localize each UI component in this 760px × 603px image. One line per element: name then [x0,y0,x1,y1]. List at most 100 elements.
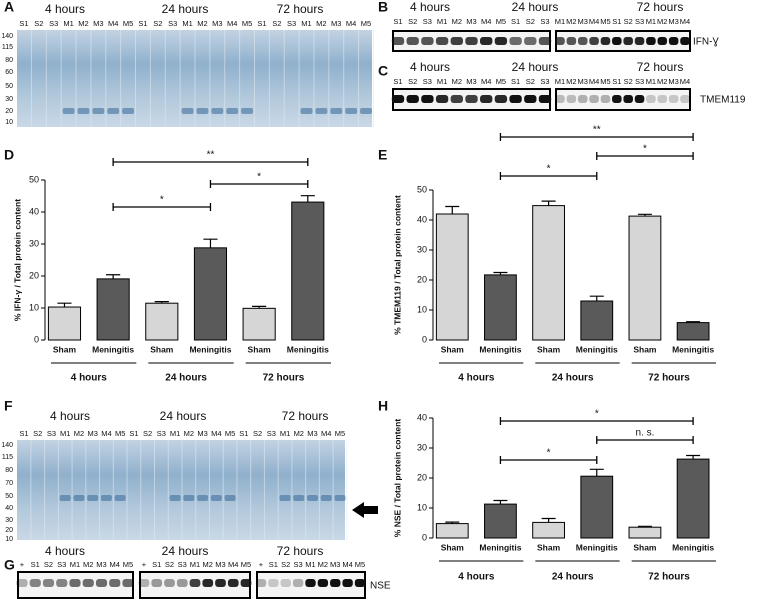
lane-label: M1 [301,19,311,28]
lane-label: M2 [74,429,84,438]
time-label: 4 hours [410,0,450,14]
lane-label: M1 [190,560,200,569]
band [634,95,645,103]
lane-label: S3 [540,77,549,86]
bar [628,526,662,539]
lane-label: M1 [555,17,565,26]
band [334,495,346,501]
lane-label: M4 [211,429,221,438]
significance-label: * [257,172,261,183]
band [227,579,239,587]
lane-label: S2 [272,19,281,28]
lane-label: M3 [331,19,341,28]
lane-label: S2 [44,560,53,569]
category-label: Meningitis [672,542,714,552]
lane-label: S3 [287,19,296,28]
y-tick-label: 30 [417,244,427,254]
lane-label: S3 [47,429,56,438]
band [589,37,599,45]
error-bar [589,295,604,301]
lane-label: S1 [393,77,402,86]
band [151,579,163,587]
significance-label: * [643,144,647,155]
category-label: Meningitis [576,542,618,552]
error-bar [589,468,604,477]
band [315,108,328,114]
y-tick-label: 10 [417,304,427,314]
group-label: 24 hours [552,373,594,384]
ladder-label: 30 [5,517,13,524]
band [59,495,71,501]
band [210,495,222,501]
band [169,495,181,501]
lane-label: M5 [242,19,252,28]
significance-bracket [209,180,309,188]
bar [193,247,228,341]
lane-label: M3 [307,429,317,438]
band [62,108,75,114]
lane-label: S3 [423,17,432,26]
lane-label: M5 [355,560,365,569]
band [566,95,577,103]
lane-label: M1 [60,429,70,438]
bar [435,213,469,341]
ladder-label: 80 [5,57,13,64]
band [612,95,622,103]
error-bar [541,200,556,206]
band [293,495,305,501]
band [56,579,68,587]
band [391,37,405,45]
band [280,579,291,587]
lane-label: M4 [346,19,356,28]
time-label: 24 hours [162,544,209,558]
y-axis-title: % IFN-γ / Total protein content [12,199,22,321]
lane-label: S2 [153,19,162,28]
y-tick-label: 0 [34,334,39,344]
lane-label: M2 [78,19,88,28]
time-label: 24 hours [160,409,207,423]
band [73,495,85,501]
lane-label: S1 [138,19,147,28]
lane-label: S2 [624,17,633,26]
error-bar [493,271,508,275]
band [342,579,353,587]
error-bar [252,305,267,309]
band [107,108,120,114]
band [181,108,194,114]
band [657,95,668,103]
lane-label: M2 [184,429,194,438]
category-label: Sham [248,344,272,354]
group-label: 72 hours [648,572,690,583]
lane-label: S1 [239,429,248,438]
lane-label: M5 [115,429,125,438]
y-tick-label: 20 [29,270,39,280]
significance-label: ** [593,125,601,136]
band [465,37,478,45]
ladder-label: 20 [5,108,13,115]
ladder-label: 50 [5,83,13,90]
band [69,579,81,587]
band [197,495,209,501]
lane-label: M4 [342,560,352,569]
band [164,579,175,587]
band [589,95,599,103]
lane-label: S1 [393,17,402,26]
panel-letter: B [378,0,388,15]
group-label: 4 hours [458,572,495,583]
band [345,108,358,114]
category-label: Sham [537,344,561,354]
lane-label: M2 [566,77,576,86]
band [555,37,565,45]
lane-label: S2 [526,17,535,26]
lane-label: S3 [178,560,187,569]
band [138,579,150,587]
lane-label: S3 [294,560,303,569]
band [224,495,236,501]
ladder-label: 80 [5,467,13,474]
lane-label: M3 [215,560,225,569]
lane-label: S3 [168,19,177,28]
error-bar [686,454,701,460]
lane-label: M4 [589,77,599,86]
band [421,95,434,103]
bar [676,322,710,341]
